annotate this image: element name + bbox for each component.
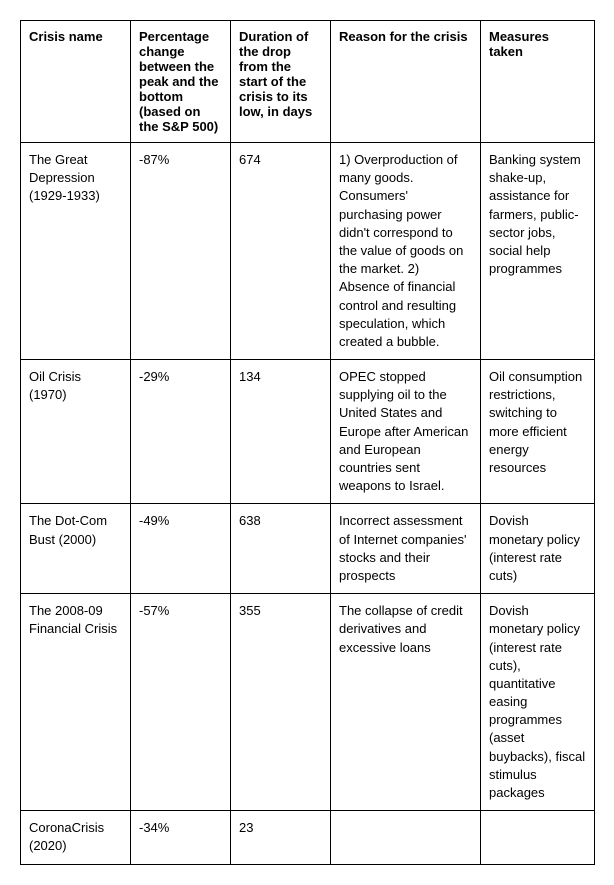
table-row: CoronaCrisis (2020) -34% 23 xyxy=(21,811,595,864)
col-header-crisis-name: Crisis name xyxy=(21,21,131,143)
cell-duration: 638 xyxy=(231,504,331,594)
table-row: The 2008-09 Financial Crisis -57% 355 Th… xyxy=(21,594,595,811)
cell-change: -49% xyxy=(131,504,231,594)
cell-duration: 23 xyxy=(231,811,331,864)
cell-duration: 355 xyxy=(231,594,331,811)
cell-reason: OPEC stopped supplying oil to the United… xyxy=(331,360,481,504)
cell-measures: Dovish monetary policy (interest rate cu… xyxy=(481,594,595,811)
cell-measures: Dovish monetary policy (interest rate cu… xyxy=(481,504,595,594)
col-header-reason: Reason for the crisis xyxy=(331,21,481,143)
cell-measures: Oil consumption restrictions, switching … xyxy=(481,360,595,504)
cell-duration: 134 xyxy=(231,360,331,504)
table-row: Oil Crisis (1970) -29% 134 OPEC stopped … xyxy=(21,360,595,504)
table-header-row: Crisis name Percentage change between th… xyxy=(21,21,595,143)
cell-crisis-name: The 2008-09 Financial Crisis xyxy=(21,594,131,811)
cell-reason: Incorrect assessment of Internet compani… xyxy=(331,504,481,594)
cell-duration: 674 xyxy=(231,143,331,360)
col-header-percentage-change: Percentage change between the peak and t… xyxy=(131,21,231,143)
cell-measures xyxy=(481,811,595,864)
col-header-duration: Duration of the drop from the start of t… xyxy=(231,21,331,143)
cell-crisis-name: Oil Crisis (1970) xyxy=(21,360,131,504)
cell-change: -87% xyxy=(131,143,231,360)
cell-change: -57% xyxy=(131,594,231,811)
col-header-measures: Measures taken xyxy=(481,21,595,143)
cell-crisis-name: CoronaCrisis (2020) xyxy=(21,811,131,864)
cell-reason xyxy=(331,811,481,864)
table-row: The Dot-Com Bust (2000) -49% 638 Incorre… xyxy=(21,504,595,594)
table-row: The Great Depression (1929-1933) -87% 67… xyxy=(21,143,595,360)
cell-change: -34% xyxy=(131,811,231,864)
cell-measures: Banking system shake-up, assistance for … xyxy=(481,143,595,360)
cell-crisis-name: The Great Depression (1929-1933) xyxy=(21,143,131,360)
cell-crisis-name: The Dot-Com Bust (2000) xyxy=(21,504,131,594)
cell-change: -29% xyxy=(131,360,231,504)
cell-reason: The collapse of credit derivatives and e… xyxy=(331,594,481,811)
table-body: The Great Depression (1929-1933) -87% 67… xyxy=(21,143,595,865)
cell-reason: 1) Overproduction of many goods. Consume… xyxy=(331,143,481,360)
